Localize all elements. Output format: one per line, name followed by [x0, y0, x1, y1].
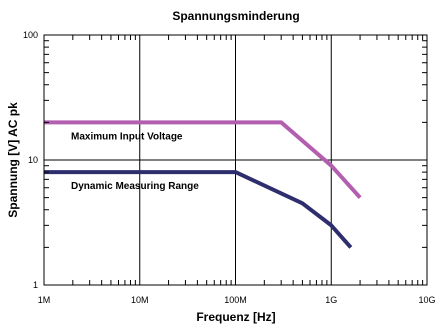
plot-area	[43, 34, 428, 286]
x-tick-label: 1M	[38, 295, 51, 305]
series-labels: Maximum Input Voltage Dynamic Measuring R…	[71, 131, 199, 192]
series-label-1: Maximum Input Voltage	[71, 131, 183, 142]
x-tick-label: 1G	[325, 295, 337, 305]
y-tick-label: 10	[28, 155, 38, 165]
series-label-2: Dynamic Measuring Range	[71, 181, 199, 192]
y-tick-labels: 1 10 100	[23, 30, 38, 290]
series-line-2	[44, 170, 353, 249]
y-axis-label: Spannung [V] AC pk	[6, 102, 20, 218]
x-tick-labels: 1M 10M 100M 1G 10G	[38, 295, 436, 305]
chart-title: Spannungsminderung	[172, 9, 299, 23]
x-tick-label: 10M	[131, 295, 149, 305]
y-tick-label: 1	[33, 280, 38, 290]
series-layer	[44, 120, 362, 249]
x-tick-label: 100M	[224, 295, 247, 305]
ticks	[44, 35, 427, 285]
series-line-1	[44, 120, 362, 199]
x-axis-label: Frequenz [Hz]	[196, 310, 275, 324]
x-tick-label: 10G	[418, 295, 435, 305]
y-tick-label: 100	[23, 30, 38, 40]
grid	[44, 35, 427, 285]
plot-border	[43, 34, 428, 286]
